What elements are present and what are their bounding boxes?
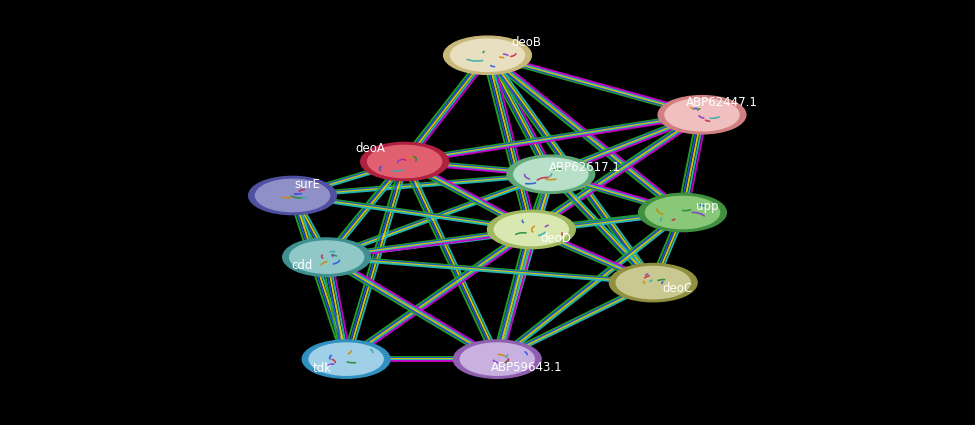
Circle shape	[255, 179, 330, 212]
Circle shape	[494, 213, 568, 246]
Text: deoB: deoB	[512, 36, 541, 49]
Circle shape	[290, 241, 364, 273]
Circle shape	[450, 39, 525, 71]
Circle shape	[665, 99, 739, 131]
Circle shape	[658, 96, 746, 134]
Circle shape	[453, 340, 541, 378]
Text: deoC: deoC	[663, 283, 692, 295]
Circle shape	[639, 193, 726, 232]
Circle shape	[488, 210, 575, 249]
Text: ABP62447.1: ABP62447.1	[685, 96, 758, 108]
Circle shape	[249, 176, 336, 215]
Circle shape	[302, 340, 390, 378]
Circle shape	[514, 158, 588, 190]
Text: cdd: cdd	[292, 259, 313, 272]
Text: ABP59643.1: ABP59643.1	[490, 361, 563, 374]
Circle shape	[283, 238, 370, 276]
Circle shape	[645, 196, 720, 229]
Text: ABP62617.1: ABP62617.1	[549, 162, 621, 174]
Text: upp: upp	[695, 200, 719, 212]
Circle shape	[368, 145, 442, 178]
Circle shape	[309, 343, 383, 375]
Text: deoA: deoA	[356, 142, 385, 155]
Circle shape	[460, 343, 534, 375]
Circle shape	[507, 155, 595, 193]
Circle shape	[609, 264, 697, 302]
Circle shape	[444, 36, 531, 74]
Text: tdk: tdk	[312, 362, 332, 375]
Circle shape	[361, 142, 448, 181]
Text: deoD: deoD	[540, 232, 571, 244]
Text: surE: surE	[294, 178, 320, 191]
Circle shape	[616, 266, 690, 299]
